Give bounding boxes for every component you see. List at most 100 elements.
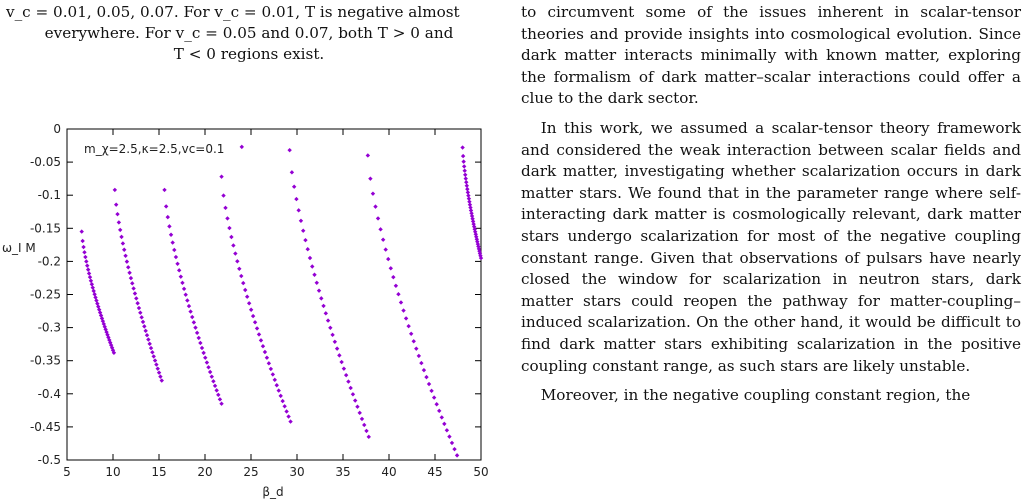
data-series-7	[460, 145, 484, 261]
data-point	[91, 288, 96, 294]
plot-frame	[66, 128, 482, 461]
data-point	[337, 353, 342, 358]
data-point	[130, 281, 135, 286]
data-point	[359, 416, 365, 422]
data-point	[229, 234, 234, 240]
data-point	[463, 172, 468, 177]
data-point	[270, 372, 276, 377]
data-point	[93, 295, 98, 300]
data-point	[132, 291, 138, 296]
data-point	[424, 374, 429, 380]
data-point	[365, 153, 371, 158]
data-point	[162, 187, 167, 193]
data-point	[198, 340, 203, 346]
data-point	[339, 359, 344, 365]
data-point	[168, 232, 174, 237]
data-point	[396, 292, 401, 297]
data-point	[403, 316, 409, 321]
data-point	[175, 261, 180, 266]
data-point	[180, 280, 185, 286]
data-series-2	[112, 187, 164, 383]
y-tick-label: -0.15	[30, 221, 61, 235]
data-point	[150, 350, 155, 355]
data-point	[104, 329, 109, 335]
data-point	[289, 170, 295, 175]
data-point	[468, 208, 474, 213]
data-point	[252, 320, 258, 325]
data-point	[206, 365, 211, 370]
data-point	[225, 216, 230, 221]
data-point	[80, 238, 85, 244]
data-point	[449, 440, 455, 446]
data-point	[323, 311, 329, 316]
data-point	[87, 274, 93, 280]
data-point	[268, 366, 274, 372]
data-point	[254, 326, 260, 331]
data-point	[124, 259, 130, 264]
data-point	[201, 350, 206, 356]
data-point	[393, 283, 399, 289]
data-point	[346, 379, 351, 384]
data-point	[116, 220, 122, 225]
data-point	[352, 398, 358, 403]
data-point	[119, 234, 124, 240]
caption-line-3: T < 0 regions exist.	[173, 45, 325, 63]
chart-axes: 5 10 15 20 25 30 35 40 45 50 0 -0.05 -0.1 -0.15 -0.2 -0…	[30, 122, 489, 479]
data-point	[375, 216, 381, 221]
data-point	[408, 331, 414, 336]
data-point	[244, 294, 250, 299]
data-point	[264, 355, 270, 360]
data-point	[437, 408, 442, 414]
data-point	[286, 414, 291, 419]
data-point	[209, 374, 214, 379]
y-tick-label: -0.5	[38, 453, 61, 467]
data-point	[461, 164, 467, 169]
data-series-4	[219, 174, 293, 424]
data-point	[398, 300, 404, 305]
data-point	[216, 392, 221, 398]
data-point	[126, 265, 131, 270]
data-point	[341, 366, 347, 371]
data-point	[86, 271, 92, 276]
data-point	[239, 144, 244, 150]
data-point	[473, 232, 478, 237]
x-tick-label: 30	[289, 465, 304, 479]
data-point	[366, 434, 371, 440]
data-point	[278, 393, 283, 399]
data-point	[343, 372, 349, 378]
data-point	[355, 404, 360, 409]
data-point	[274, 383, 279, 388]
data-point	[212, 383, 218, 389]
paragraph-1: to circumvent some of the issues inheren…	[521, 3, 1021, 108]
data-point	[296, 208, 301, 213]
data-point	[429, 388, 434, 394]
data-point	[466, 193, 471, 198]
data-point	[178, 274, 184, 279]
data-point	[227, 225, 232, 231]
data-point	[188, 309, 193, 314]
data-point	[88, 278, 94, 283]
data-point	[460, 153, 466, 159]
data-point	[92, 292, 97, 297]
data-point	[401, 308, 406, 313]
data-point	[165, 214, 170, 220]
y-tick-label: -0.3	[38, 321, 61, 335]
data-point	[434, 402, 439, 407]
data-point	[183, 292, 188, 297]
data-point	[478, 255, 484, 261]
x-tick-label: 5	[63, 465, 71, 479]
data-point	[111, 350, 117, 355]
data-point	[303, 237, 308, 243]
data-point	[466, 196, 472, 201]
data-point	[199, 345, 205, 351]
data-point	[462, 168, 467, 173]
data-point	[82, 250, 87, 255]
x-tick-label: 20	[197, 465, 212, 479]
data-point	[364, 428, 369, 434]
data-point	[411, 339, 416, 344]
data-point	[143, 328, 148, 334]
data-point	[383, 247, 388, 252]
data-point	[298, 218, 304, 223]
data-point	[85, 267, 91, 272]
paragraph-2: In this work, we assumed a scalar-tensor…	[521, 118, 1021, 375]
